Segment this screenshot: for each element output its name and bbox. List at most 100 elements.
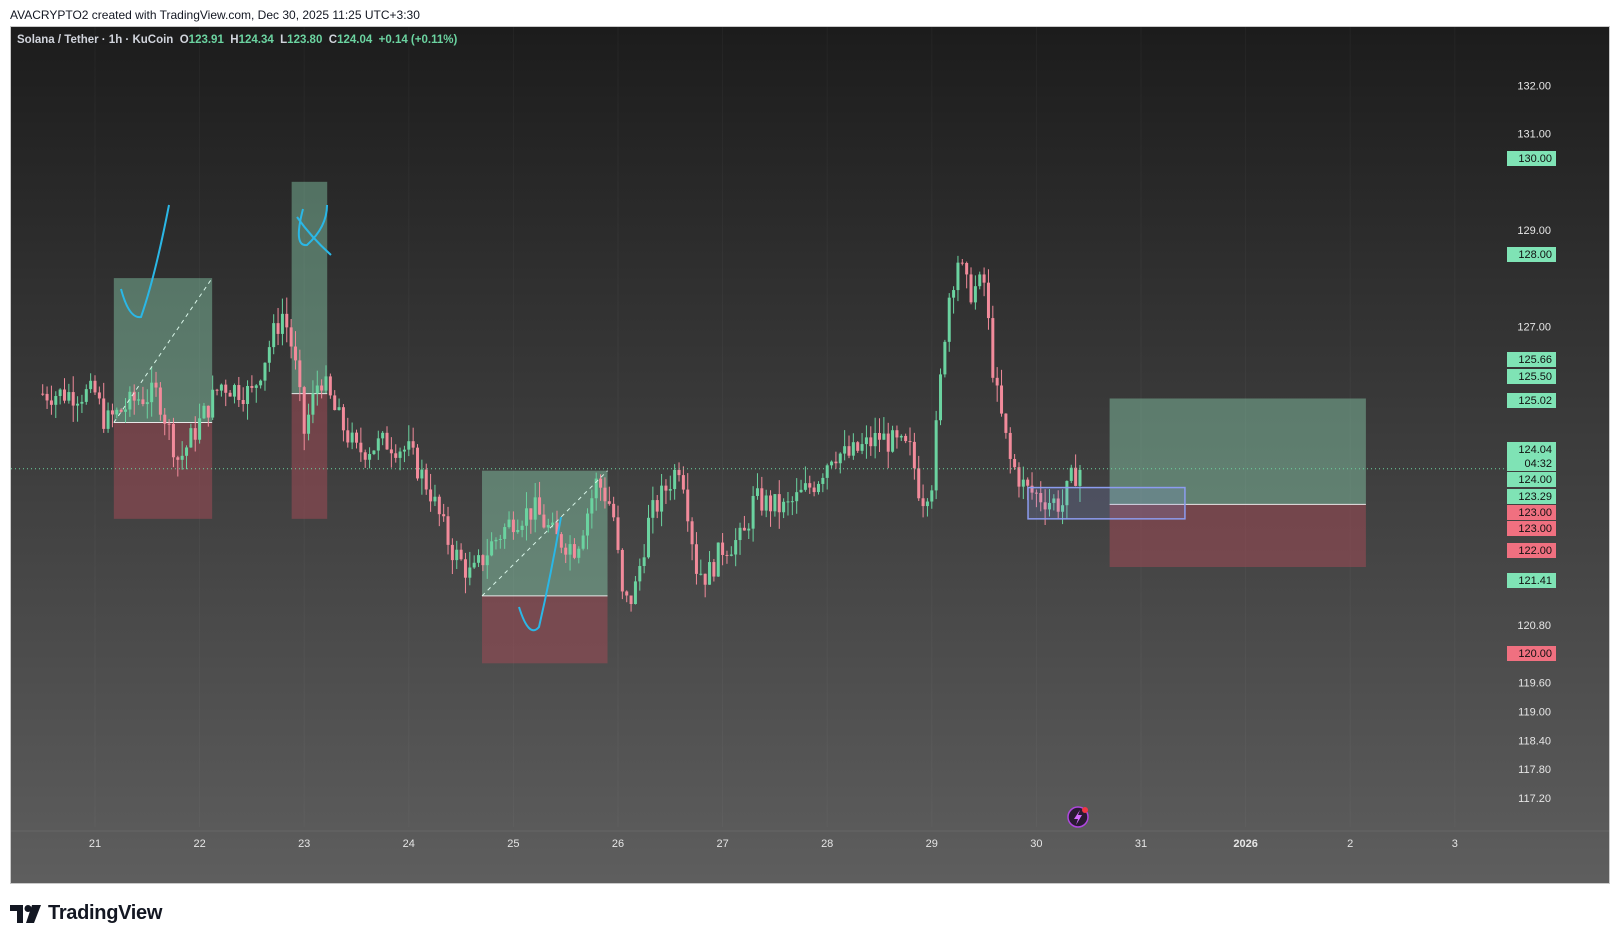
- candle-body-up: [185, 447, 189, 456]
- candle-body-down: [1008, 432, 1012, 459]
- price-tag-box: [1507, 505, 1556, 520]
- candle-body-down: [564, 547, 568, 555]
- y-axis-tick-label: 118.40: [1518, 735, 1551, 747]
- candle-body-up: [533, 497, 537, 520]
- candle-body-up: [585, 513, 589, 536]
- candle-body-down: [921, 498, 925, 507]
- legend-low-label: L: [280, 34, 288, 46]
- candle-body-down: [529, 508, 533, 520]
- candle-body-up: [137, 399, 141, 401]
- candle-body-up: [708, 562, 712, 585]
- candle-body-down: [1004, 413, 1008, 433]
- candle-body-down: [71, 392, 75, 406]
- candle-body-up: [973, 286, 977, 303]
- candle-body-up: [124, 409, 128, 412]
- candle-body-up: [546, 525, 550, 528]
- candle-body-down: [559, 534, 563, 548]
- candle-body-up: [263, 362, 267, 381]
- candle-body-up: [503, 527, 507, 539]
- candle-body-up: [638, 566, 642, 582]
- candle-body-up: [594, 478, 598, 499]
- price-tag-label: 123.29: [1518, 491, 1552, 503]
- candle-body-up: [830, 461, 834, 466]
- candle-body-down: [603, 487, 607, 502]
- candle-body-up: [490, 541, 494, 556]
- y-axis-tick-label: 127.00: [1517, 321, 1551, 333]
- price-tag-box: [1507, 352, 1556, 367]
- price-tag-box: [1507, 543, 1556, 558]
- candle-body-down: [655, 500, 659, 512]
- candle-body-down: [986, 282, 990, 319]
- candles-layer: [41, 255, 1082, 612]
- candle-body-up: [1052, 498, 1056, 503]
- candle-body-down: [463, 559, 467, 578]
- x-axis-tick-label: 23: [298, 838, 310, 850]
- candle-body-up: [882, 433, 886, 440]
- candle-body-up: [477, 555, 481, 563]
- candle-body-up: [54, 396, 58, 405]
- candle-body-down: [912, 441, 916, 469]
- candle-body-up: [89, 380, 93, 390]
- candle-body-up: [455, 549, 459, 561]
- tradingview-brand[interactable]: TradingView: [10, 902, 162, 925]
- candle-body-down: [167, 423, 171, 425]
- candle-body-down: [276, 323, 280, 334]
- candle-body-up: [551, 522, 555, 526]
- candle-body-up: [468, 567, 472, 578]
- candle-body-up: [795, 492, 799, 502]
- price-tag-label: 04:32: [1524, 458, 1552, 470]
- candle-body-up: [350, 432, 354, 443]
- candle-body-down: [908, 441, 912, 443]
- candle-body-down: [163, 414, 167, 424]
- candle-body-up: [699, 573, 703, 575]
- chart-area[interactable]: 132.00131.00129.00127.00126.00120.80120.…: [10, 26, 1610, 884]
- candle-body-down: [394, 453, 398, 458]
- candle-body-down: [154, 382, 158, 388]
- price-tag-label: 122.00: [1518, 545, 1552, 557]
- candle-body-up: [799, 489, 803, 493]
- candle-body-up: [939, 374, 943, 421]
- candle-body-down: [808, 483, 812, 488]
- x-axis-tick-label: 30: [1030, 838, 1042, 850]
- candle-body-down: [1030, 485, 1034, 493]
- x-axis-tick-label: 25: [507, 838, 519, 850]
- candle-body-down: [241, 400, 245, 405]
- price-chart-svg[interactable]: 132.00131.00129.00127.00126.00120.80120.…: [11, 27, 1609, 883]
- candle-body-up: [947, 297, 951, 342]
- candle-body-down: [904, 435, 908, 442]
- rectangle-annotation: [1027, 486, 1186, 520]
- candle-body-up: [1065, 480, 1069, 506]
- candle-body-up: [821, 477, 825, 484]
- candle-body-up: [485, 555, 489, 566]
- candle-body-down: [62, 389, 66, 401]
- candle-body-up: [80, 401, 84, 404]
- candle-body-up: [729, 554, 733, 556]
- candle-body-down: [389, 449, 393, 454]
- candle-body-down: [511, 519, 515, 533]
- candle-body-down: [385, 432, 389, 450]
- lightning-icon: [1067, 806, 1089, 828]
- candle-body-up: [860, 444, 864, 451]
- candle-body-up: [381, 432, 385, 439]
- candle-body-up: [1078, 469, 1082, 486]
- candle-body-down: [625, 591, 629, 596]
- candle-body-down: [725, 554, 729, 556]
- candle-body-up: [433, 496, 437, 502]
- candle-body-down: [411, 441, 415, 448]
- candle-body-up: [899, 435, 903, 438]
- candle-body-up: [577, 548, 581, 558]
- candle-body-up: [507, 519, 511, 528]
- pen-check-stroke: [518, 516, 562, 632]
- price-tag-label: 124.00: [1518, 474, 1552, 486]
- candle-body-down: [886, 433, 890, 452]
- x-axis-tick-label: 21: [89, 838, 101, 850]
- y-axis-tick-label: 120.80: [1517, 620, 1551, 632]
- candle-body-down: [176, 457, 180, 460]
- y-axis-tick-label: 119.60: [1518, 678, 1551, 690]
- candle-body-up: [376, 438, 380, 451]
- price-tag-label: 125.02: [1518, 395, 1552, 407]
- candle-body-up: [211, 389, 215, 418]
- candle-body-down: [995, 377, 999, 386]
- candle-body-up: [590, 498, 594, 514]
- pen-check-stroke: [120, 204, 170, 319]
